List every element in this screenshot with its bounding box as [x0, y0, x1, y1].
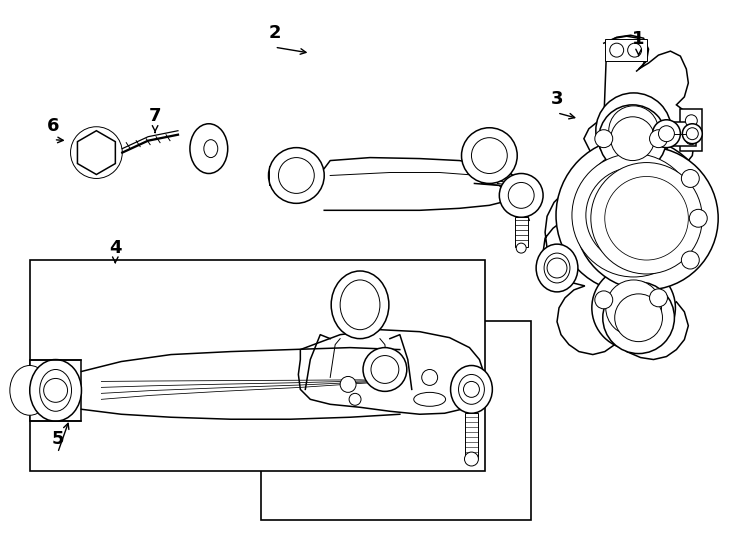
Circle shape	[340, 376, 356, 393]
Circle shape	[556, 138, 711, 293]
Circle shape	[547, 258, 567, 278]
Circle shape	[278, 158, 314, 193]
Circle shape	[689, 210, 708, 227]
Circle shape	[608, 106, 658, 156]
Circle shape	[575, 147, 718, 290]
Bar	[605, 39, 647, 61]
Polygon shape	[543, 35, 708, 360]
Ellipse shape	[536, 244, 578, 292]
Circle shape	[658, 126, 675, 141]
Ellipse shape	[544, 253, 570, 283]
Ellipse shape	[10, 366, 50, 415]
Circle shape	[43, 379, 68, 402]
Bar	[680, 109, 702, 151]
Circle shape	[516, 243, 526, 253]
Circle shape	[499, 173, 543, 217]
Circle shape	[596, 93, 672, 168]
Bar	[261, 321, 531, 520]
Text: 6: 6	[48, 117, 60, 135]
Circle shape	[349, 393, 361, 406]
Circle shape	[586, 167, 681, 263]
Text: 7: 7	[149, 107, 161, 125]
Circle shape	[269, 147, 324, 204]
Circle shape	[603, 282, 675, 354]
Circle shape	[614, 294, 663, 342]
Ellipse shape	[30, 360, 81, 421]
Text: 1: 1	[633, 30, 645, 48]
Circle shape	[572, 153, 695, 277]
Circle shape	[650, 289, 667, 307]
Text: 4: 4	[109, 239, 122, 257]
Circle shape	[595, 291, 613, 309]
Circle shape	[465, 452, 479, 466]
Ellipse shape	[414, 393, 446, 406]
Circle shape	[628, 43, 642, 57]
Ellipse shape	[204, 140, 218, 158]
Ellipse shape	[340, 280, 380, 330]
Circle shape	[595, 130, 613, 147]
Circle shape	[471, 138, 507, 173]
Circle shape	[599, 105, 666, 172]
Ellipse shape	[40, 369, 71, 411]
Bar	[661, 122, 697, 146]
Circle shape	[683, 124, 702, 144]
Circle shape	[422, 369, 437, 386]
Circle shape	[650, 130, 667, 147]
Circle shape	[591, 163, 702, 274]
Circle shape	[611, 117, 655, 160]
Circle shape	[686, 115, 697, 127]
Circle shape	[686, 128, 698, 140]
Text: 3: 3	[550, 90, 563, 108]
Circle shape	[610, 43, 624, 57]
Text: 5: 5	[51, 430, 64, 448]
Circle shape	[508, 183, 534, 208]
Circle shape	[363, 348, 407, 392]
Circle shape	[681, 170, 700, 187]
Bar	[30, 260, 485, 471]
Circle shape	[605, 177, 688, 260]
Bar	[465, 413, 479, 458]
Circle shape	[653, 120, 680, 147]
Ellipse shape	[451, 366, 493, 413]
Bar	[30, 360, 81, 421]
Polygon shape	[78, 131, 115, 174]
Circle shape	[606, 280, 661, 336]
Circle shape	[686, 133, 697, 145]
Text: 2: 2	[268, 24, 280, 42]
Polygon shape	[298, 330, 484, 414]
Bar	[515, 217, 528, 247]
Ellipse shape	[331, 271, 389, 339]
Ellipse shape	[459, 374, 484, 404]
Circle shape	[463, 381, 479, 397]
Circle shape	[592, 266, 675, 349]
Ellipse shape	[190, 124, 228, 173]
Circle shape	[371, 355, 399, 383]
Circle shape	[681, 251, 700, 269]
Circle shape	[70, 127, 123, 179]
Circle shape	[462, 128, 517, 184]
